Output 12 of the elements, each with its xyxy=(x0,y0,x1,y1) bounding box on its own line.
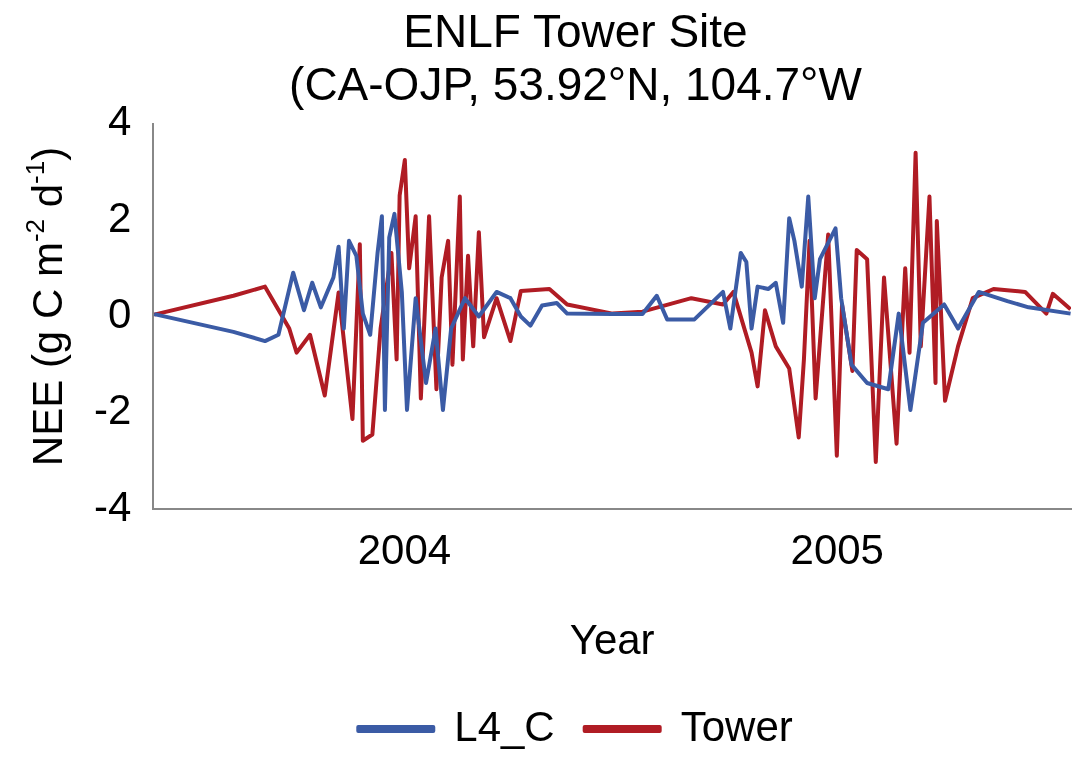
y-tick-label: -2 xyxy=(93,386,132,434)
chart-title: ENLF Tower Site (CA-OJP, 53.92°N, 104.7°W xyxy=(289,5,863,111)
legend-label: Tower xyxy=(680,702,793,750)
x-tick-label: 2005 xyxy=(790,525,884,573)
y-axis-title: NEE (g C m-2 d-1) xyxy=(20,146,71,467)
x-tick-label: 2004 xyxy=(357,525,452,573)
y-tick-label: -4 xyxy=(93,482,132,530)
legend-label: L4_C xyxy=(454,702,555,750)
y-tick-label: 0 xyxy=(107,290,132,338)
x-axis-title: Year xyxy=(569,616,655,664)
y-tick-label: 4 xyxy=(107,97,132,145)
y-tick-label: 2 xyxy=(107,193,132,241)
